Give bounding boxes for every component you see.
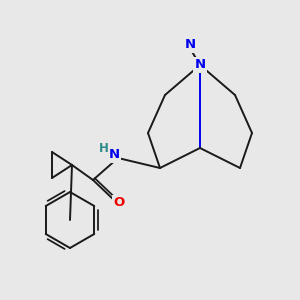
- Text: O: O: [113, 196, 124, 209]
- Text: N: N: [194, 58, 206, 71]
- Text: H: H: [99, 142, 109, 154]
- Text: N: N: [108, 148, 120, 161]
- Text: N: N: [184, 38, 196, 52]
